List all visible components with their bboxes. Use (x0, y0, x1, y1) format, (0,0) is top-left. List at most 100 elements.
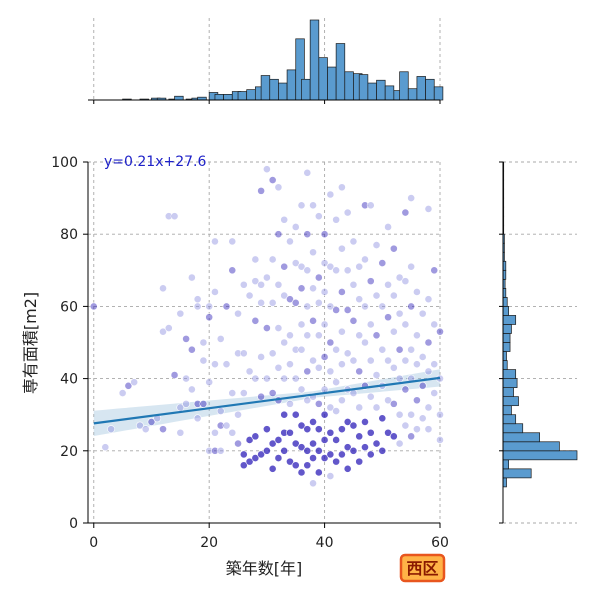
scatter-point (216, 407, 225, 415)
scatter-point (355, 432, 364, 441)
scatter-point (355, 295, 364, 304)
scatter-point (297, 262, 306, 271)
x-hist-bar (327, 66, 337, 101)
scatter-point (89, 302, 98, 311)
grid (88, 18, 577, 524)
scatter-point (384, 280, 392, 289)
scatter-point (303, 396, 312, 405)
scatter-point (424, 403, 433, 412)
scatter-point (366, 356, 375, 365)
x-hist-bar (318, 57, 328, 101)
scatter-point (338, 396, 346, 405)
scatter-point (418, 353, 427, 361)
scatter-point (349, 237, 358, 246)
scatter-point (378, 414, 387, 423)
scatter-point (361, 255, 369, 264)
scatter-point (164, 324, 173, 332)
scatter-point (193, 399, 202, 408)
x-hist-bar (269, 78, 279, 101)
scatter-point (326, 190, 335, 199)
scatter-point (234, 439, 242, 448)
district-badge: 西区 (399, 553, 446, 583)
scatter-point (262, 374, 271, 383)
scatter-point (147, 418, 156, 426)
scatter-point (309, 454, 317, 462)
scatter-point (309, 316, 317, 325)
scatter-point (326, 472, 335, 480)
scatter-point (320, 320, 329, 329)
scatter-point (436, 327, 444, 336)
scatter-point (320, 410, 329, 419)
scatter-point (280, 410, 289, 419)
scatter-point (401, 277, 410, 286)
scatter-point (257, 353, 266, 361)
scatter-point (268, 439, 277, 448)
scatter-point (182, 374, 190, 383)
scatter-point (228, 237, 237, 246)
scatter-point (314, 425, 323, 434)
scatter-point (268, 176, 277, 184)
scatter-point (309, 418, 317, 426)
x-hist-bar (399, 71, 409, 101)
scatter-point (424, 295, 433, 304)
y-tick-label: 0 (69, 516, 78, 532)
scatter-point (332, 457, 341, 466)
x-hist-bar (376, 79, 386, 101)
y-hist-bar (502, 423, 524, 434)
scatter-point (257, 450, 266, 459)
scatter-point (291, 374, 300, 383)
y-hist-bar (502, 459, 509, 470)
scatter-point (430, 266, 439, 275)
scatter-point (274, 183, 283, 192)
scatter-point (326, 367, 335, 376)
scatter-point (384, 428, 392, 437)
scatter-point (343, 266, 352, 275)
scatter-point (245, 291, 254, 300)
scatter-point (303, 331, 312, 340)
y-hist-bar (502, 468, 532, 479)
scatter-point (216, 334, 225, 343)
scatter-point (239, 280, 248, 289)
scatter-point (245, 367, 254, 376)
y-hist-bar (502, 324, 512, 334)
scatter-point (355, 331, 364, 340)
x-hist-bar (246, 89, 256, 101)
scatter-point (222, 360, 231, 369)
scatter-point (159, 425, 167, 434)
y-hist-bar (502, 315, 517, 325)
scatter-point (395, 439, 404, 448)
scatter-point (314, 331, 323, 340)
scatter-point (361, 418, 369, 426)
scatter-point (193, 302, 202, 311)
scatter-point (314, 468, 323, 477)
x-hist-bar (309, 19, 320, 101)
scatter-point (274, 324, 283, 332)
x-tick-label: 60 (431, 535, 449, 551)
scatter-point (205, 313, 214, 322)
y-tick-label: 60 (60, 299, 78, 315)
scatter-point (268, 464, 277, 473)
x-hist-bar (301, 78, 311, 101)
scatter-point (228, 266, 237, 275)
scatter-point (407, 262, 416, 271)
scatter-point (257, 186, 266, 195)
scatter-point (245, 436, 254, 444)
scatter-point (297, 320, 306, 329)
scatter-point (286, 237, 294, 246)
scatter-point (314, 363, 323, 372)
scatter-points (89, 165, 444, 488)
x-tick-label: 20 (200, 535, 218, 551)
x-hist-bar (407, 88, 418, 101)
scatter-point (205, 378, 214, 387)
scatter-point (355, 367, 364, 376)
scatter-point (280, 374, 289, 383)
scatter-point (211, 237, 219, 246)
scatter-point (199, 399, 208, 408)
scatter-point (343, 418, 352, 426)
y-hist-bar (502, 342, 511, 352)
scatter-point (349, 421, 358, 430)
scatter-point (332, 215, 341, 224)
scatter-point (245, 457, 254, 466)
x-hist-bar (214, 94, 224, 101)
scatter-point (326, 302, 335, 311)
